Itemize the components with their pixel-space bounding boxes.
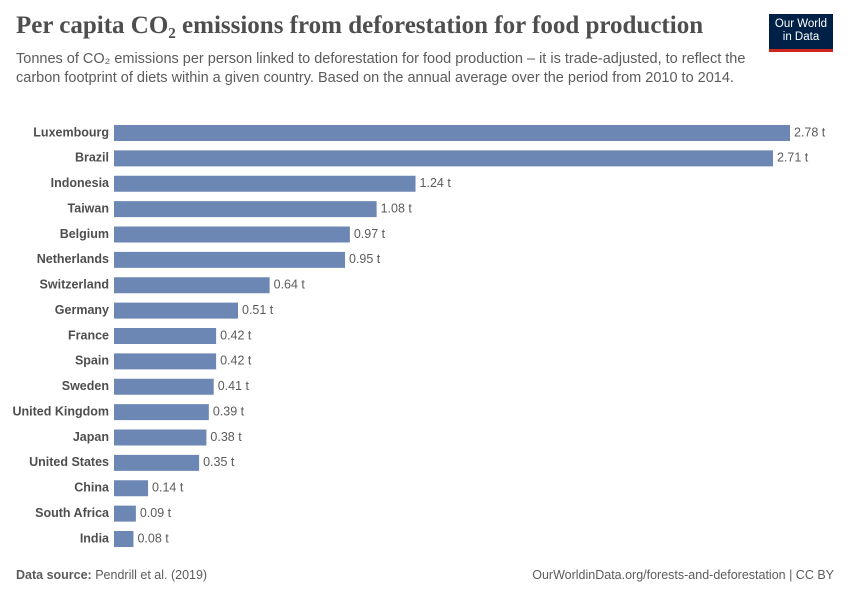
bar xyxy=(114,226,350,243)
value-label: 0.41 t xyxy=(218,379,250,393)
chart-title: Per capita CO₂ emissions from deforestat… xyxy=(16,12,704,39)
bar xyxy=(114,328,217,344)
category-label: India xyxy=(80,531,110,545)
logo-text: in Data xyxy=(782,31,820,43)
bar xyxy=(114,150,773,167)
category-label: Netherlands xyxy=(37,252,109,266)
bar xyxy=(114,201,377,218)
value-label: 0.39 t xyxy=(213,404,245,418)
logo[interactable]: Our World in Data xyxy=(769,14,833,52)
category-label: France xyxy=(68,328,109,342)
bar xyxy=(114,277,270,294)
value-label: 2.78 t xyxy=(794,125,826,139)
category-label: Indonesia xyxy=(51,176,110,190)
value-label: 0.09 t xyxy=(140,506,172,520)
bar xyxy=(114,251,346,268)
category-label: Brazil xyxy=(75,151,109,165)
category-label: Switzerland xyxy=(40,278,109,292)
value-label: 0.38 t xyxy=(210,430,242,444)
bar xyxy=(114,454,200,471)
source-label: Data source: xyxy=(16,568,92,582)
bar xyxy=(114,505,136,522)
bar xyxy=(114,429,207,446)
logo-text: Our World xyxy=(774,18,828,30)
value-label: 0.51 t xyxy=(242,303,274,317)
category-label: Spain xyxy=(75,354,109,368)
value-label: 0.08 t xyxy=(137,531,169,545)
category-label: Germany xyxy=(55,303,109,317)
value-label: 0.35 t xyxy=(203,455,235,469)
category-label: United States xyxy=(29,455,109,469)
value-label: 0.42 t xyxy=(220,354,252,368)
source-note: Data source: Pendrill et al. (2019) xyxy=(16,568,207,582)
category-label: Belgium xyxy=(60,227,109,241)
bar xyxy=(114,353,217,370)
bar xyxy=(114,531,134,547)
category-label: Luxembourg xyxy=(33,125,109,139)
value-label: 0.14 t xyxy=(152,481,184,495)
value-label: 2.71 t xyxy=(777,151,809,165)
source: Pendrill et al. (2019) xyxy=(95,568,208,582)
value-label: 0.64 t xyxy=(274,278,306,292)
bar xyxy=(114,480,149,497)
bar xyxy=(114,125,790,141)
category-label: United Kingdom xyxy=(12,404,109,418)
value-label: 0.97 t xyxy=(354,227,386,241)
bar xyxy=(114,404,209,421)
bar xyxy=(114,175,416,192)
category-label: Sweden xyxy=(62,379,109,393)
value-label: 0.95 t xyxy=(349,252,381,266)
chart-subtitle: Tonnes of CO₂ emissions per person linke… xyxy=(16,51,746,86)
category-label: Japan xyxy=(73,430,109,444)
bar xyxy=(114,378,214,395)
category-label: China xyxy=(74,481,110,495)
category-label: Taiwan xyxy=(68,201,109,215)
bar xyxy=(114,302,239,319)
category-label: South Africa xyxy=(35,506,110,520)
value-label: 0.42 t xyxy=(220,328,252,342)
value-label: 1.24 t xyxy=(420,176,452,190)
url[interactable]: OurWorldinData.org/forests-and-deforesta… xyxy=(532,568,834,582)
value-label: 1.08 t xyxy=(381,201,413,215)
